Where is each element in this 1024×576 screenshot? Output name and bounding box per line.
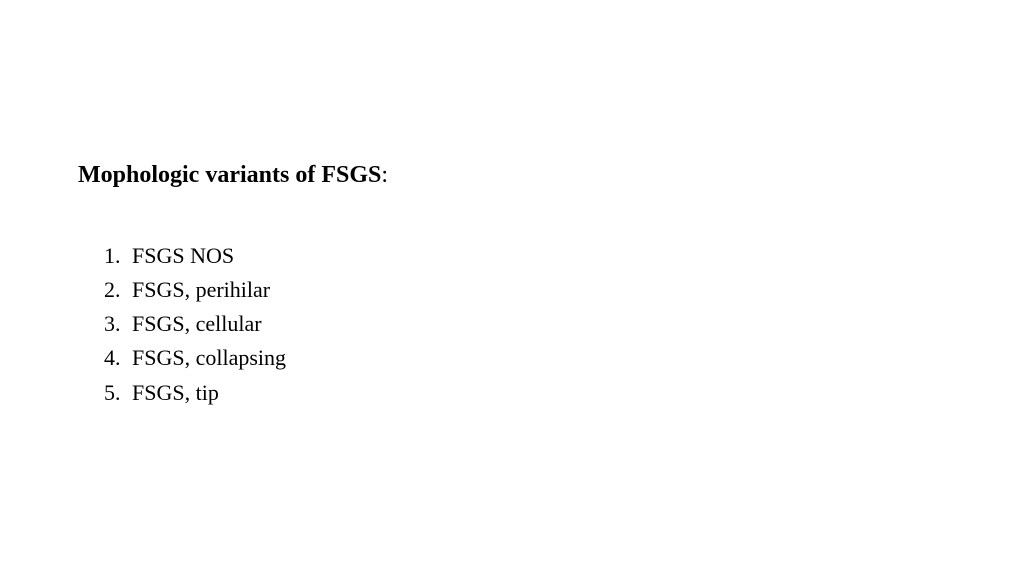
document-page: Mophologic variants of FSGS: FSGS NOS FS…: [0, 0, 1024, 576]
list-item: FSGS, cellular: [126, 307, 1024, 341]
variants-list: FSGS NOS FSGS, perihilar FSGS, cellular …: [78, 239, 1024, 409]
list-item: FSGS, tip: [126, 376, 1024, 410]
list-item: FSGS NOS: [126, 239, 1024, 273]
page-heading: Mophologic variants of FSGS:: [78, 160, 1024, 191]
heading-tail-text: :: [381, 162, 388, 188]
list-item: FSGS, collapsing: [126, 341, 1024, 375]
heading-bold-text: Mophologic variants of FSGS: [78, 162, 381, 188]
list-item: FSGS, perihilar: [126, 273, 1024, 307]
